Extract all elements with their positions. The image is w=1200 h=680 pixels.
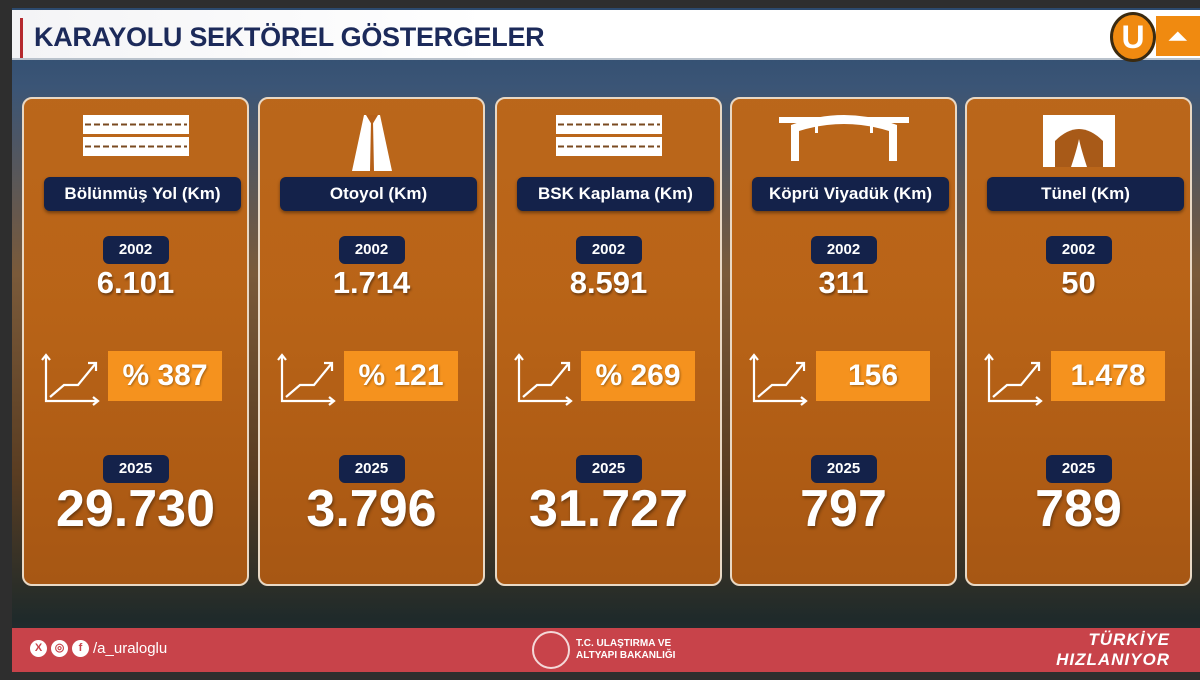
value-end: 3.796	[306, 480, 437, 538]
trend-up-icon	[749, 353, 808, 406]
logo-u: U	[1110, 12, 1156, 62]
year-end-badge: 2025	[1045, 455, 1112, 483]
year-start-badge: 2002	[1045, 236, 1112, 264]
ministry-line2: ALTYAPI BAKANLIĞI	[576, 650, 676, 661]
footer: X ◎ f /a_uraloglu T.C. ULAŞTIRMA VE ALTYA…	[12, 628, 1200, 672]
value-start: 311	[818, 265, 869, 300]
trend-up-icon	[514, 353, 573, 406]
card-label: Otoyol (Km)	[280, 177, 477, 211]
slogan: TÜRKİYE HIZLANIYOR	[1056, 630, 1170, 670]
social-handle[interactable]: /a_uraloglu	[93, 640, 168, 657]
trend-up-icon	[277, 353, 336, 406]
page-title: KARAYOLU SEKTÖREL GÖSTERGELER	[34, 22, 545, 52]
value-start: 8.591	[569, 265, 648, 300]
slogan-line2: HIZLANIYOR	[1056, 650, 1170, 669]
year-end-badge: 2025	[102, 455, 169, 483]
road-icon: ⏶	[1156, 16, 1200, 56]
seal-icon	[532, 631, 570, 669]
facebook-icon[interactable]: f	[72, 640, 89, 657]
year-start-badge: 2002	[102, 236, 169, 264]
year-end-badge: 2025	[338, 455, 405, 483]
card-label: BSK Kaplama (Km)	[517, 177, 714, 211]
trend-up-icon	[984, 353, 1043, 406]
value-end: 789	[1035, 480, 1122, 538]
value-end: 31.727	[528, 480, 689, 538]
social-links: X ◎ f /a_uraloglu	[30, 640, 167, 657]
year-end-badge: 2025	[575, 455, 642, 483]
value-start: 1.714	[332, 265, 411, 300]
asphalt-road-icon	[497, 115, 720, 165]
logo: U ⏶	[1110, 10, 1200, 62]
change-badge: 156	[816, 351, 930, 401]
x-icon[interactable]: X	[30, 640, 47, 657]
ministry-line1: T.C. ULAŞTIRMA VE	[576, 638, 672, 649]
year-start-badge: 2002	[575, 236, 642, 264]
indicator-card: Tünel (Km) 2002 50 1.478 2025 789	[965, 97, 1192, 586]
trend-up-icon	[41, 353, 100, 406]
year-start-badge: 2002	[810, 236, 877, 264]
card-label: Tünel (Km)	[987, 177, 1184, 211]
year-end-badge: 2025	[810, 455, 877, 483]
value-start: 6.101	[96, 265, 175, 300]
divided-road-icon	[24, 115, 247, 165]
slogan-line1: TÜRKİYE	[1088, 630, 1170, 649]
instagram-icon[interactable]: ◎	[51, 640, 68, 657]
change-badge: 1.478	[1051, 351, 1165, 401]
change-badge: % 387	[108, 351, 222, 401]
ministry-logo: T.C. ULAŞTIRMA VE ALTYAPI BAKANLIĞI	[532, 631, 675, 669]
change-badge: % 121	[344, 351, 458, 401]
indicator-card: Otoyol (Km) 2002 1.714 % 121 2025 3.796	[258, 97, 485, 586]
indicator-card: Köprü Viyadük (Km) 2002 311 156 2025 797	[730, 97, 957, 586]
year-start-badge: 2002	[338, 236, 405, 264]
tunnel-icon	[967, 115, 1190, 167]
indicator-card: BSK Kaplama (Km) 2002 8.591 % 269 2025 3…	[495, 97, 722, 586]
value-start: 50	[1061, 265, 1096, 300]
slide: KARAYOLU SEKTÖREL GÖSTERGELER U ⏶ Bölünm…	[12, 8, 1200, 672]
indicator-card: Bölünmüş Yol (Km) 2002 6.101 % 387 2025 …	[22, 97, 249, 586]
card-label: Bölünmüş Yol (Km)	[44, 177, 241, 211]
change-badge: % 269	[581, 351, 695, 401]
card-label: Köprü Viyadük (Km)	[752, 177, 949, 211]
value-end: 797	[800, 480, 887, 538]
bridge-icon	[732, 115, 955, 165]
motorway-icon	[260, 115, 483, 171]
header: KARAYOLU SEKTÖREL GÖSTERGELER U ⏶	[12, 10, 1200, 62]
accent-bar	[20, 18, 23, 58]
value-end: 29.730	[55, 480, 216, 538]
